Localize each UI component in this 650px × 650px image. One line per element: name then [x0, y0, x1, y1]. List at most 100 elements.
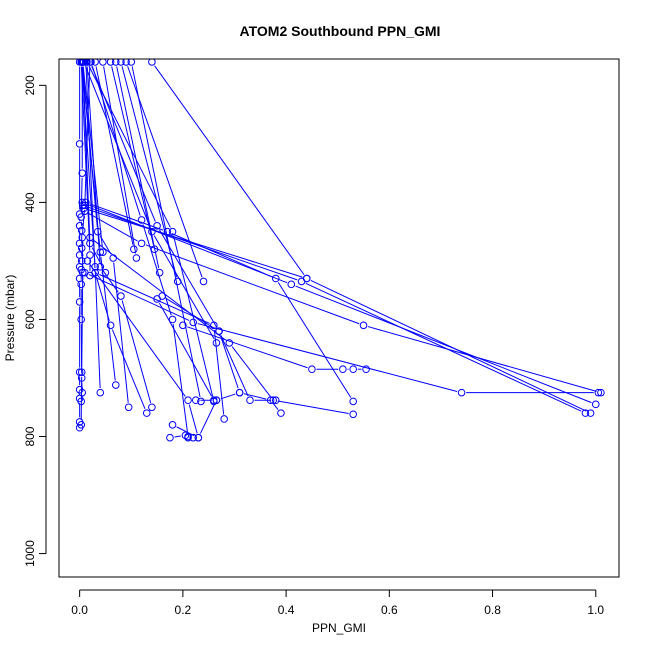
data-point — [297, 277, 306, 286]
data-point — [99, 59, 107, 66]
series-segment — [154, 65, 305, 276]
data-point — [117, 59, 125, 66]
series-segment — [81, 277, 84, 368]
series-segment — [111, 329, 146, 410]
data-point — [81, 268, 89, 277]
x-tick-label: 0.2 — [175, 603, 192, 617]
series-group — [75, 59, 605, 442]
data-point — [168, 421, 177, 429]
data-point — [339, 365, 347, 374]
series-33 — [86, 233, 357, 419]
x-tick-label: 1.0 — [587, 603, 604, 617]
data-point — [96, 262, 105, 271]
series-7 — [91, 59, 138, 254]
series-segment — [95, 66, 134, 245]
series-segment — [100, 256, 116, 381]
data-point — [277, 409, 285, 417]
data-point — [106, 321, 115, 330]
data-point — [153, 222, 161, 230]
data-point — [77, 421, 85, 429]
series-25 — [78, 201, 590, 417]
series-segment — [220, 393, 236, 400]
series-10 — [111, 59, 164, 277]
data-point — [91, 268, 99, 277]
data-point — [75, 140, 84, 148]
data-point — [122, 59, 130, 66]
data-point — [86, 233, 94, 242]
series-segment — [111, 66, 154, 245]
series-segment — [310, 280, 587, 412]
series-35 — [166, 431, 197, 442]
series-segment — [81, 66, 96, 263]
data-point — [362, 365, 370, 374]
plot-frame — [58, 58, 620, 578]
series-segment — [94, 271, 101, 389]
data-point — [106, 59, 115, 66]
series-segment — [121, 300, 152, 403]
data-point — [191, 396, 200, 405]
data-point — [287, 280, 296, 289]
x-axis-label: PPN_GMI — [312, 621, 366, 635]
series-segment — [88, 274, 190, 321]
series-segment — [88, 213, 138, 242]
data-point — [83, 59, 91, 66]
series-segment — [188, 404, 198, 434]
series-segment — [273, 403, 279, 410]
series-segment — [95, 276, 110, 322]
data-point — [168, 315, 177, 324]
data-point — [81, 207, 89, 215]
data-point — [77, 280, 85, 289]
chart-title: ATOM2 Southbound PPN_GMI — [240, 23, 441, 39]
y-tick-label: 400 — [23, 192, 37, 212]
y-tick-label: 1000 — [23, 540, 37, 567]
series-segment — [295, 285, 592, 404]
data-point — [235, 388, 244, 397]
series-segment — [103, 66, 137, 254]
data-point — [308, 365, 316, 374]
data-point — [184, 433, 192, 442]
series-segment — [89, 203, 164, 231]
data-point — [591, 400, 600, 409]
data-point — [111, 59, 120, 66]
series-segment — [82, 209, 85, 233]
data-point — [349, 365, 357, 374]
data-point — [77, 213, 85, 221]
data-point — [271, 396, 280, 405]
series-14 — [127, 59, 205, 406]
data-point — [148, 403, 156, 412]
series-29 — [179, 321, 370, 374]
data-point — [78, 388, 87, 397]
series-segment — [277, 400, 349, 414]
y-axis-label: Pressure (mbar) — [3, 275, 17, 362]
data-point — [597, 388, 605, 397]
x-axis: 0.0 0.2 0.4 0.6 0.8 1.0 — [71, 589, 604, 617]
series-segment — [176, 426, 195, 437]
series-segment — [116, 66, 160, 269]
series-segment — [131, 66, 201, 398]
data-point — [271, 274, 280, 283]
data-point — [457, 388, 466, 397]
data-point — [78, 233, 87, 242]
series-segment — [158, 302, 213, 397]
series-21 — [82, 59, 151, 417]
data-point — [349, 397, 357, 406]
x-tick-label: 0.4 — [278, 603, 295, 617]
series-segment — [219, 335, 239, 389]
data-point — [77, 244, 86, 252]
series-segment — [80, 66, 91, 251]
data-point — [269, 396, 277, 405]
data-point — [179, 321, 187, 330]
data-point — [82, 198, 90, 207]
series-24 — [79, 204, 595, 417]
data-point — [111, 381, 120, 389]
y-tick-label: 600 — [23, 309, 37, 329]
data-point — [189, 318, 197, 327]
data-point — [212, 396, 221, 405]
data-point — [168, 227, 177, 236]
series-segment — [121, 66, 178, 278]
series-segment — [277, 282, 352, 398]
series-segment — [231, 346, 271, 397]
y-tick-label: 200 — [23, 75, 37, 95]
series-segment — [199, 404, 215, 434]
series-segment — [86, 66, 101, 263]
